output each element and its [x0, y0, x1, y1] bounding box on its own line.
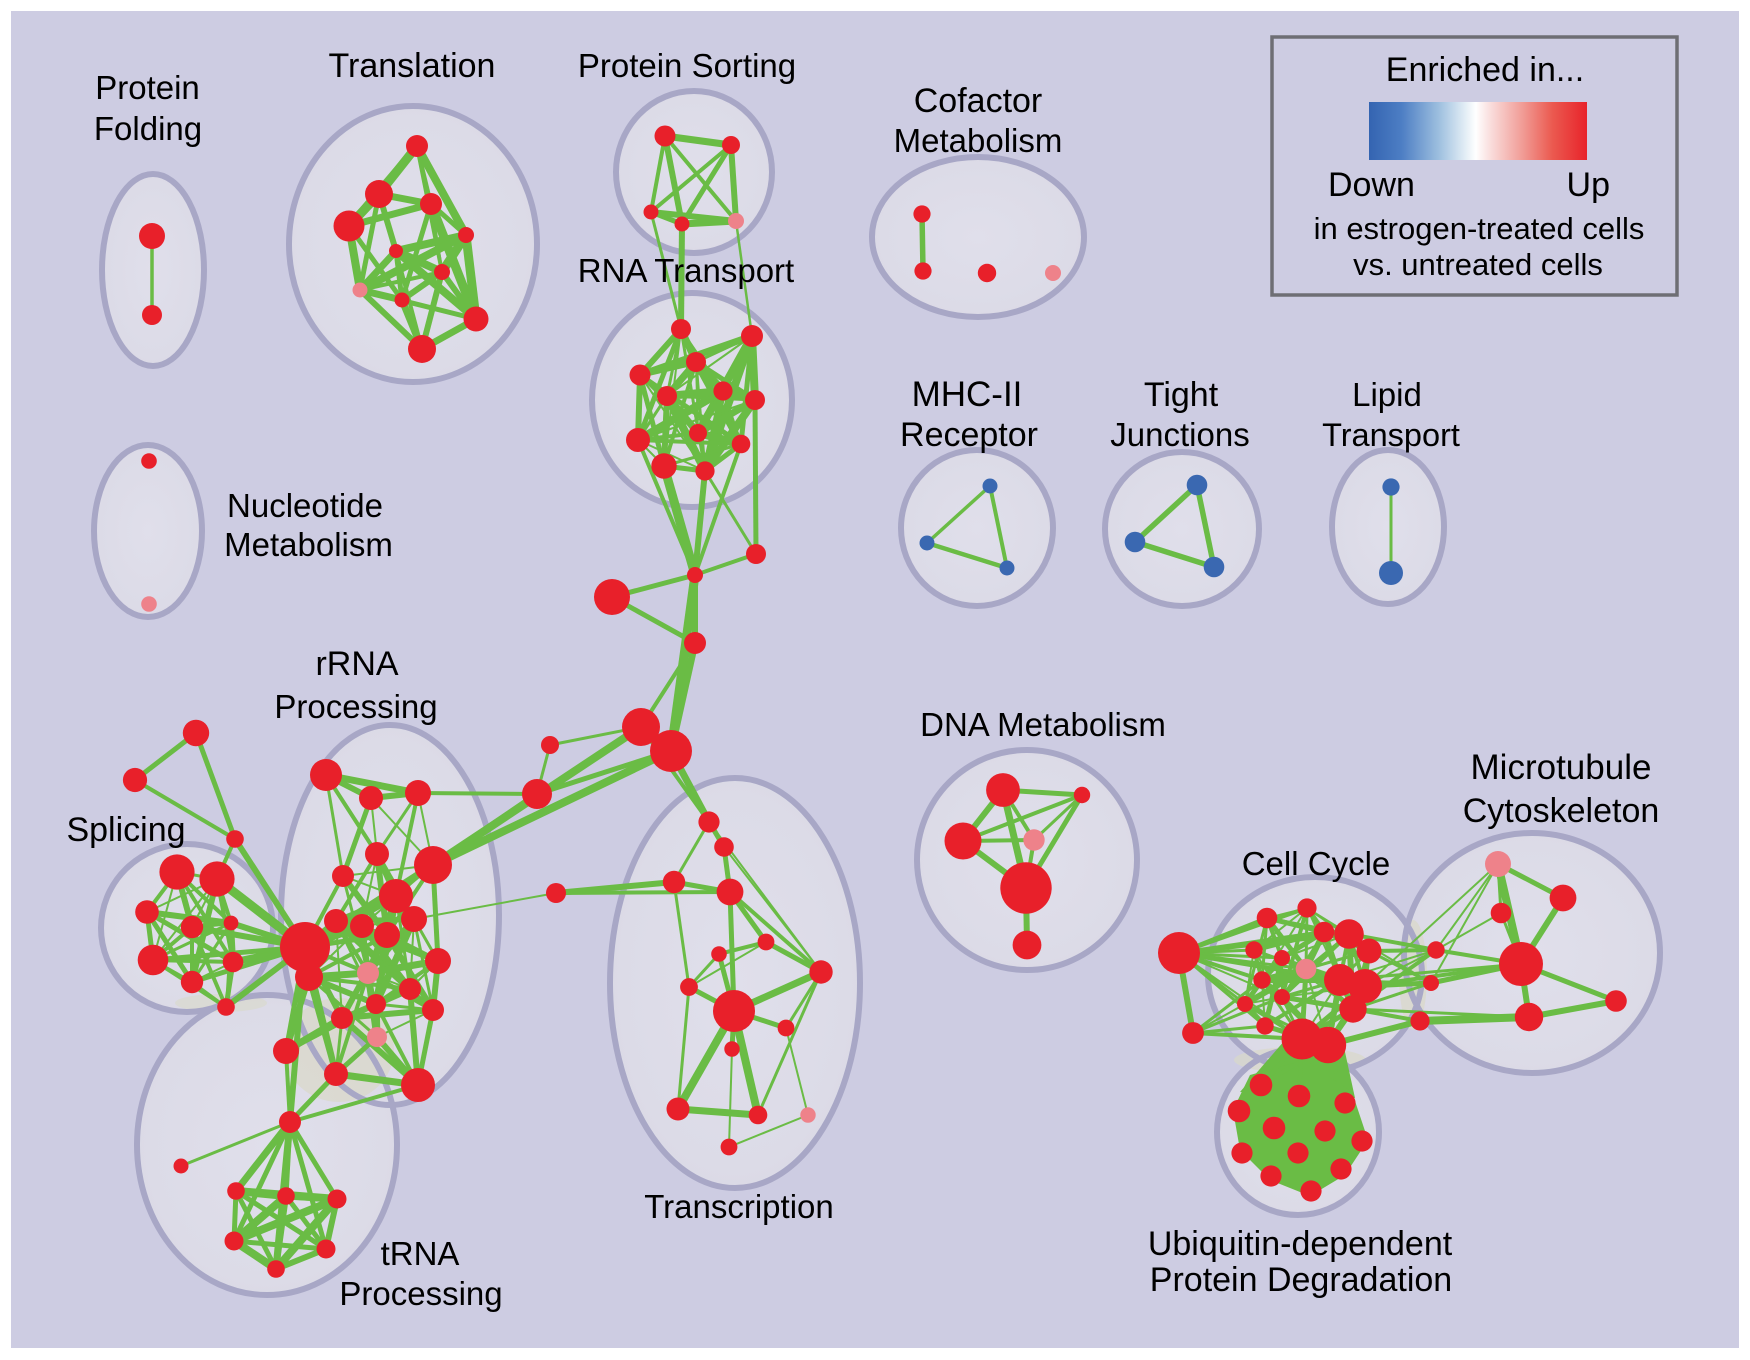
svg-text:Ubiquitin-dependent: Ubiquitin-dependent	[1148, 1225, 1453, 1263]
svg-text:RNA Transport: RNA Transport	[578, 252, 794, 289]
svg-text:Translation: Translation	[329, 47, 496, 85]
svg-text:Junctions: Junctions	[1110, 416, 1249, 453]
svg-text:Transport: Transport	[1322, 417, 1460, 453]
svg-text:Microtubule: Microtubule	[1471, 748, 1652, 787]
svg-text:Processing: Processing	[339, 1275, 502, 1312]
svg-text:Protein Sorting: Protein Sorting	[578, 47, 796, 84]
svg-text:Cytoskeleton: Cytoskeleton	[1463, 792, 1660, 830]
svg-text:Nucleotide: Nucleotide	[227, 487, 383, 524]
svg-text:Metabolism: Metabolism	[894, 122, 1063, 159]
svg-text:Enriched in...: Enriched in...	[1386, 51, 1584, 89]
svg-text:Processing: Processing	[274, 688, 437, 725]
svg-text:Down: Down	[1328, 166, 1415, 204]
svg-text:rRNA: rRNA	[315, 645, 398, 683]
svg-text:tRNA: tRNA	[381, 1235, 460, 1272]
svg-text:Metabolism: Metabolism	[224, 526, 393, 563]
svg-text:DNA Metabolism: DNA Metabolism	[920, 706, 1166, 743]
svg-text:Lipid: Lipid	[1352, 376, 1422, 413]
svg-text:MHC-II: MHC-II	[912, 375, 1023, 414]
svg-text:Cell Cycle: Cell Cycle	[1242, 845, 1391, 882]
svg-text:Splicing: Splicing	[66, 811, 185, 849]
svg-text:Protein Degradation: Protein Degradation	[1150, 1261, 1452, 1299]
svg-text:Transcription: Transcription	[644, 1188, 834, 1225]
svg-text:Cofactor: Cofactor	[914, 82, 1043, 120]
svg-text:Up: Up	[1567, 166, 1610, 204]
svg-text:Folding: Folding	[94, 110, 202, 147]
svg-text:Protein: Protein	[95, 69, 200, 106]
svg-text:in estrogen-treated cells: in estrogen-treated cells	[1314, 211, 1645, 246]
svg-text:vs. untreated cells: vs. untreated cells	[1353, 247, 1603, 282]
svg-text:Tight: Tight	[1144, 376, 1219, 414]
svg-text:Receptor: Receptor	[900, 416, 1038, 454]
